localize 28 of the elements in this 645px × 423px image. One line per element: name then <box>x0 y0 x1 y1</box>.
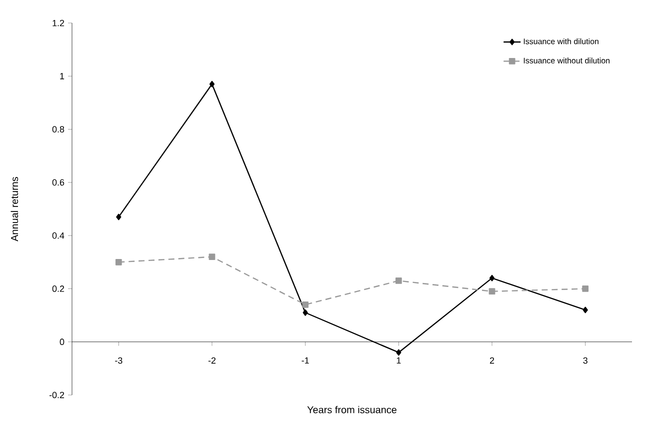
y-tick-label: -0.2 <box>49 392 64 398</box>
y-tick-label: 0.4 <box>52 232 64 239</box>
point <box>116 214 122 220</box>
point <box>395 278 402 284</box>
x-tick-label: -2 <box>208 357 216 364</box>
y-axis-title: Annual returns <box>10 176 18 242</box>
point <box>302 301 309 308</box>
y-tick-label: 0 <box>60 338 64 346</box>
x-tick-label: -1 <box>302 357 309 364</box>
x-tick-label: 1 <box>396 357 401 364</box>
x-tick-label: 2 <box>490 357 494 364</box>
point <box>209 80 215 88</box>
x-tick-label: -3 <box>115 357 122 364</box>
y-tick-label: 0.6 <box>52 179 64 186</box>
x-axis-title: Years from issuance <box>307 406 396 414</box>
point <box>302 309 308 316</box>
point <box>115 258 122 266</box>
point <box>489 274 495 282</box>
point <box>488 288 496 295</box>
point <box>582 286 589 292</box>
point <box>582 306 588 314</box>
y-tick-label: 1 <box>60 73 64 80</box>
y-tick-label: 0.2 <box>52 286 64 292</box>
y-tick-label: 0.8 <box>52 126 64 132</box>
point <box>396 349 402 356</box>
point <box>208 254 216 260</box>
y-tick-label: 1.2 <box>52 20 64 26</box>
x-tick-label: 3 <box>583 357 588 364</box>
